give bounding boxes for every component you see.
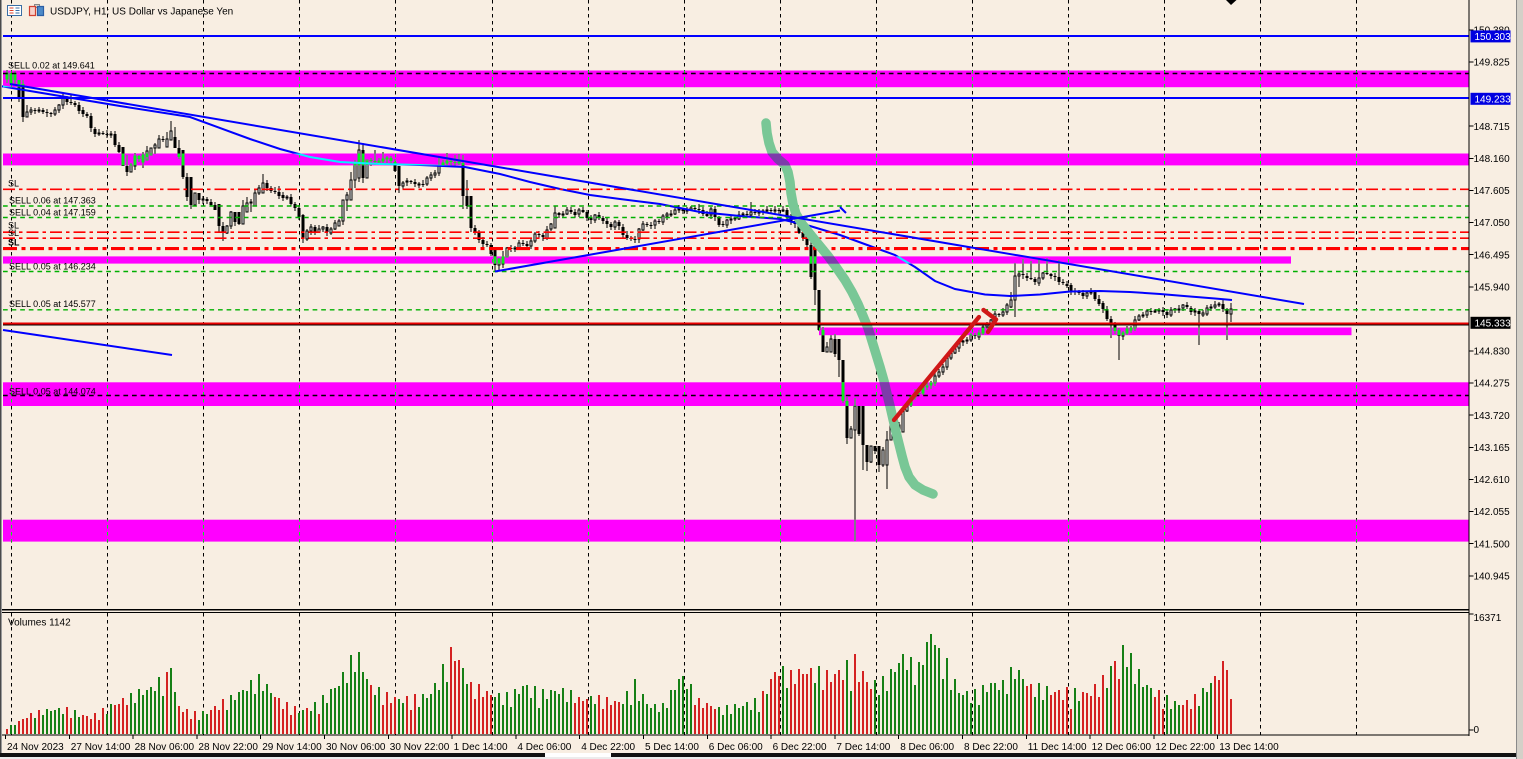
svg-text:30 Nov 22:00: 30 Nov 22:00 bbox=[390, 742, 450, 753]
svg-text:141.500: 141.500 bbox=[1474, 539, 1511, 550]
svg-text:145.333: 145.333 bbox=[1475, 319, 1512, 330]
svg-text:13 Dec 14:00: 13 Dec 14:00 bbox=[1219, 742, 1279, 753]
svg-text:30 Nov 06:00: 30 Nov 06:00 bbox=[326, 742, 386, 753]
svg-text:143.165: 143.165 bbox=[1474, 443, 1511, 454]
svg-text:144.275: 144.275 bbox=[1474, 379, 1511, 390]
svg-text:5 Dec 14:00: 5 Dec 14:00 bbox=[645, 742, 699, 753]
svg-text:12 Dec 22:00: 12 Dec 22:00 bbox=[1155, 742, 1215, 753]
svg-text:27 Nov 14:00: 27 Nov 14:00 bbox=[71, 742, 131, 753]
svg-text:150.303: 150.303 bbox=[1475, 32, 1512, 43]
svg-text:SELL 0.05 at 145.577: SELL 0.05 at 145.577 bbox=[9, 299, 96, 309]
svg-text:147.050: 147.050 bbox=[1474, 218, 1511, 229]
svg-text:SL: SL bbox=[8, 238, 20, 248]
svg-text:0: 0 bbox=[1474, 725, 1480, 736]
svg-text:29 Nov 14:00: 29 Nov 14:00 bbox=[262, 742, 322, 753]
svg-text:7 Dec 14:00: 7 Dec 14:00 bbox=[836, 742, 890, 753]
svg-text:SELL 0.06 at 147.363: SELL 0.06 at 147.363 bbox=[9, 196, 96, 206]
svg-text:SL: SL bbox=[8, 221, 19, 231]
svg-text:SELL 0.02 at 149.641: SELL 0.02 at 149.641 bbox=[8, 61, 95, 71]
svg-text:140.945: 140.945 bbox=[1474, 571, 1511, 582]
svg-text:11 Dec 14:00: 11 Dec 14:00 bbox=[1028, 742, 1087, 753]
svg-text:SELL 0.05 at 144.074: SELL 0.05 at 144.074 bbox=[9, 387, 96, 397]
svg-text:4 Dec 06:00: 4 Dec 06:00 bbox=[517, 742, 571, 753]
svg-text:144.830: 144.830 bbox=[1474, 347, 1511, 358]
svg-text:12 Dec 06:00: 12 Dec 06:00 bbox=[1092, 742, 1152, 753]
svg-text:SELL 0.05 at 146.234: SELL 0.05 at 146.234 bbox=[9, 262, 96, 272]
svg-text:6 Dec 06:00: 6 Dec 06:00 bbox=[709, 742, 763, 753]
svg-text:28 Nov 22:00: 28 Nov 22:00 bbox=[198, 742, 258, 753]
svg-text:SL: SL bbox=[8, 228, 19, 238]
svg-text:142.055: 142.055 bbox=[1474, 507, 1511, 518]
svg-text:Volumes 1142: Volumes 1142 bbox=[8, 618, 71, 629]
svg-text:143.720: 143.720 bbox=[1474, 411, 1511, 422]
svg-text:4 Dec 22:00: 4 Dec 22:00 bbox=[581, 742, 635, 753]
svg-text:28 Nov 06:00: 28 Nov 06:00 bbox=[135, 742, 195, 753]
svg-text:8 Dec 22:00: 8 Dec 22:00 bbox=[964, 742, 1018, 753]
svg-text:148.715: 148.715 bbox=[1474, 122, 1511, 133]
svg-text:6 Dec 22:00: 6 Dec 22:00 bbox=[773, 742, 827, 753]
svg-text:149.825: 149.825 bbox=[1474, 58, 1511, 69]
svg-text:16371: 16371 bbox=[1474, 613, 1502, 624]
svg-text:1 Dec 14:00: 1 Dec 14:00 bbox=[454, 742, 508, 753]
svg-text:145.940: 145.940 bbox=[1474, 282, 1511, 293]
svg-text:8 Dec 06:00: 8 Dec 06:00 bbox=[900, 742, 954, 753]
svg-text:146.495: 146.495 bbox=[1474, 250, 1511, 261]
svg-text:SL: SL bbox=[8, 179, 19, 189]
svg-text:149.233: 149.233 bbox=[1475, 95, 1512, 106]
svg-text:142.610: 142.610 bbox=[1474, 475, 1511, 486]
svg-text:148.160: 148.160 bbox=[1474, 154, 1511, 165]
svg-text:USDJPY, H1: US Dollar vs Japan: USDJPY, H1: US Dollar vs Japanese Yen bbox=[50, 7, 233, 18]
svg-text:147.605: 147.605 bbox=[1474, 186, 1511, 197]
svg-text:SELL 0.04 at 147.159: SELL 0.04 at 147.159 bbox=[9, 208, 96, 218]
svg-text:24 Nov 2023: 24 Nov 2023 bbox=[7, 742, 64, 753]
